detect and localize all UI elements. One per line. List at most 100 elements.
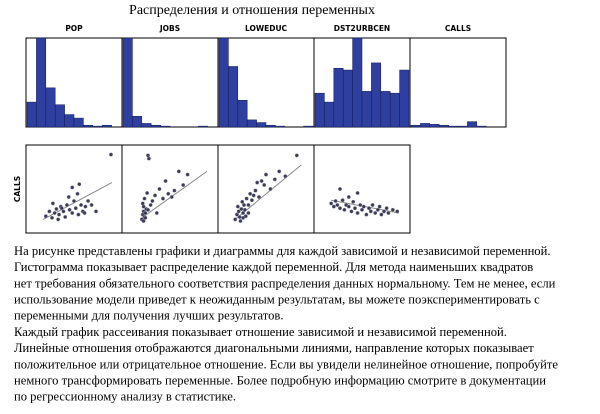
panel-frame [313, 144, 411, 234]
scatter-point [395, 209, 400, 214]
scatter-point [262, 182, 267, 187]
scatter-point [248, 191, 253, 196]
histogram-bar [371, 62, 382, 128]
scatter-point [61, 209, 66, 214]
scatter-point [43, 214, 48, 219]
scatter-point [141, 218, 146, 223]
panel-frame [409, 37, 507, 128]
histogram-bar [101, 124, 112, 128]
histogram-bar [92, 125, 103, 128]
scatter-point [329, 201, 334, 206]
scatter-point [56, 217, 61, 222]
scatter-point [240, 199, 245, 204]
scatter-point [142, 196, 147, 201]
scatter-point [253, 188, 258, 193]
scatter-point [154, 210, 159, 215]
scatter-point [352, 206, 357, 211]
histogram-bar [64, 114, 75, 128]
panel-label: LOWEDUC [245, 24, 288, 33]
description-line: немного трансформировать переменные. Бол… [14, 373, 546, 387]
scatter-point [249, 198, 254, 203]
scatter-point [181, 182, 186, 187]
description-line: Каждый график рассеивания показывает отн… [14, 325, 507, 339]
scatter-point [251, 193, 256, 198]
scatter-point [70, 185, 75, 190]
scatter-point [236, 209, 241, 214]
scatter-point [256, 194, 261, 199]
scatter-point [172, 188, 177, 193]
scatter-point [246, 202, 251, 207]
scatter-point [83, 204, 88, 209]
scatter-point [54, 206, 59, 211]
scatter-point [390, 207, 395, 212]
scatter-point [367, 206, 372, 211]
scatter-point [64, 202, 69, 207]
histogram-bar [303, 125, 314, 128]
histogram-bar [160, 125, 171, 128]
scatter-point [331, 204, 336, 209]
scatter-point [157, 186, 162, 191]
scatter-point [76, 212, 81, 217]
histogram-bar [448, 125, 459, 128]
scatter-point [246, 210, 251, 215]
scatter-point [71, 198, 76, 203]
description-line: переменными для получения лучших результ… [14, 309, 284, 323]
scatter-point [145, 153, 150, 158]
scatter-point [239, 206, 244, 211]
scatter-point [268, 186, 273, 191]
scatter-point [360, 207, 365, 212]
scatter-point [52, 210, 57, 215]
histogram-bar [26, 101, 37, 128]
histogram-bar [429, 124, 440, 128]
scatter-point [338, 186, 343, 191]
scatter-point [355, 210, 360, 215]
scatter-point [364, 212, 369, 217]
description-line: положительное или отрицательное отношени… [14, 357, 558, 371]
scatter-point [176, 169, 181, 174]
scatter-point [108, 152, 113, 157]
panel-label: JOBS [159, 24, 180, 33]
scatter-point [89, 202, 94, 207]
histogram-bar [399, 69, 410, 128]
scatter-point [160, 196, 165, 201]
scatter-point [333, 198, 338, 203]
scatter-point [50, 215, 55, 220]
scatter-point [379, 212, 384, 217]
description-line: использование модели приведет к неожидан… [14, 292, 540, 306]
scatter-point [375, 207, 380, 212]
scatter-point [259, 178, 264, 183]
histogram-bar [122, 37, 133, 128]
panel-label: CALLS [445, 24, 471, 33]
description-line: нет требования обязательного соответстви… [14, 276, 556, 290]
scatter-point [67, 207, 72, 212]
histogram-bar [141, 123, 152, 128]
histogram-bar [45, 87, 56, 128]
scatter-point [277, 169, 282, 174]
histogram-bar [197, 125, 208, 128]
scatter-point [241, 210, 246, 215]
scatter-point [346, 204, 351, 209]
scatter-point [335, 202, 340, 207]
scatter-point [66, 194, 71, 199]
scatter-point [75, 191, 80, 196]
histogram-bar [389, 92, 400, 128]
scatter-point [150, 198, 155, 203]
histogram-bar [324, 101, 335, 128]
scatter-point [163, 178, 168, 183]
scatter-point [272, 177, 277, 182]
scatter-point [70, 210, 75, 215]
description-line: Гистограмма показывает распределение каж… [14, 260, 533, 274]
histogram-bar [265, 124, 276, 128]
histogram-bar [476, 125, 487, 128]
scatter-point [373, 210, 378, 215]
histogram-bar [218, 37, 229, 128]
histogram-bar [420, 123, 431, 128]
scatter-point [166, 191, 171, 196]
scatter-point [140, 201, 145, 206]
scatter-point [148, 202, 153, 207]
scatter-point [349, 209, 354, 214]
histogram-bar [246, 119, 257, 128]
scatter-point [145, 190, 150, 195]
histogram-bar [83, 124, 94, 128]
scatter-point [50, 201, 55, 206]
